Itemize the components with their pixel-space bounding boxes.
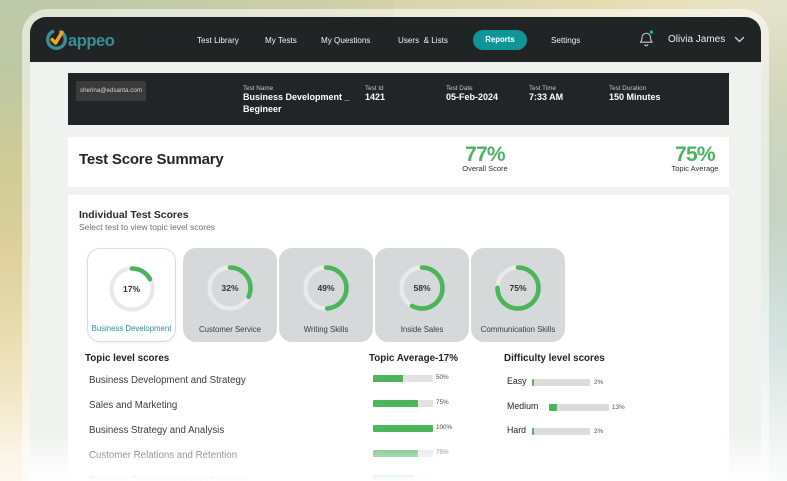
svg-text:appeo: appeo: [68, 32, 115, 50]
